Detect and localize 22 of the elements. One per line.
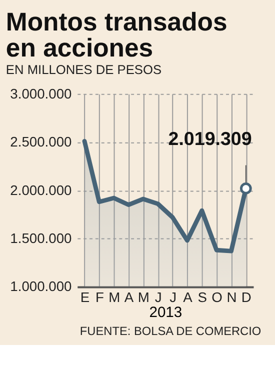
y-tick-label: 2.500.000 [10, 134, 72, 150]
x-tick-label: F [95, 289, 104, 306]
x-tick-label: S [198, 289, 207, 306]
y-tick-label: 1.000.000 [10, 278, 72, 294]
y-tick-label: 3.000.000 [10, 85, 72, 102]
source-note: FUENTE: BOLSA DE COMERCIO [80, 324, 262, 338]
x-axis-title: 2013 [149, 304, 182, 321]
x-tick-label: J [170, 289, 176, 306]
y-tick-label: 1.500.000 [10, 230, 72, 246]
y-tick-label: 2.000.000 [10, 182, 72, 198]
x-tick-label: M [108, 289, 120, 306]
x-tick-label: M [138, 289, 150, 306]
x-tick-label: O [212, 289, 223, 306]
x-tick-label: N [226, 289, 237, 306]
x-tick-label: A [183, 289, 194, 306]
chart-title: Montos transados en acciones [6, 8, 228, 62]
x-tick-label: D [241, 289, 252, 306]
x-tick-label: E [80, 289, 90, 306]
annotation: 2.019.309 [168, 128, 252, 149]
chart-subtitle: EN MILLONES DE PESOS [6, 62, 162, 78]
x-tick-label: J [154, 289, 162, 306]
x-tick-label: A [124, 289, 134, 306]
